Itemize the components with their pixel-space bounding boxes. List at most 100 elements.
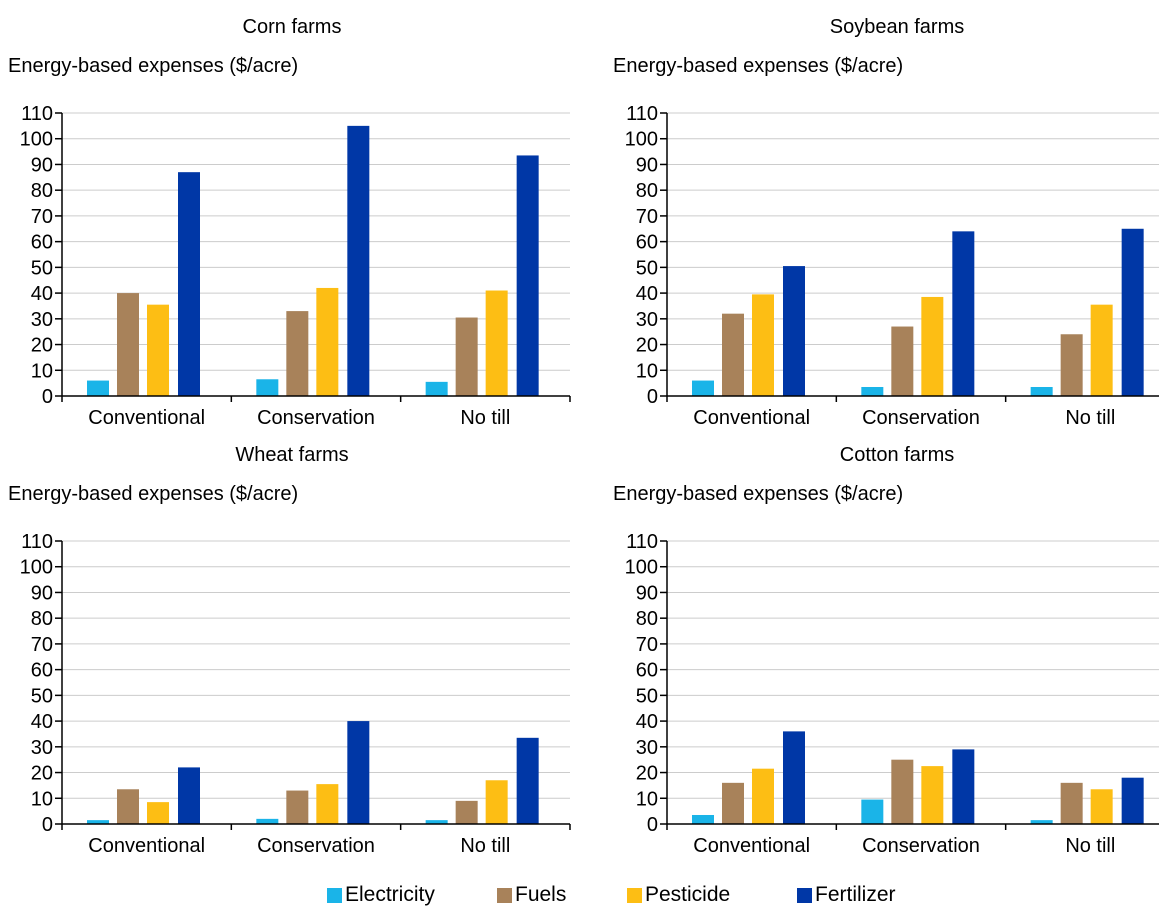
x-tick-label: Conventional — [693, 835, 810, 857]
x-tick-label: Conventional — [88, 407, 205, 429]
bar-fuels-conservation — [286, 311, 309, 396]
y-tick-label: 60 — [636, 660, 658, 682]
y-tick-label: 50 — [31, 257, 53, 279]
x-tick-label: No till — [1065, 835, 1115, 857]
y-tick-label: 110 — [21, 531, 53, 553]
legend-swatch-fertilizer — [797, 887, 812, 903]
y-tick-label: 0 — [647, 814, 658, 836]
bar-pesticide-conservation — [921, 766, 944, 824]
bar-electricity-no-till — [1030, 386, 1053, 396]
y-tick-label: 50 — [636, 685, 658, 707]
bar-fertilizer-conservation — [952, 749, 975, 824]
bar-fertilizer-no-till — [516, 155, 539, 396]
chart-title: Wheat farms — [235, 444, 348, 466]
y-tick-label: 10 — [636, 788, 658, 810]
bar-fuels-conventional — [722, 313, 744, 396]
bar-fuels-no-till — [455, 317, 478, 396]
y-tick-label: 110 — [626, 531, 658, 553]
y-tick-label: 100 — [625, 129, 658, 151]
y-tick-label: 40 — [636, 711, 658, 733]
y-tick-label: 30 — [31, 309, 53, 331]
bar-fuels-no-till — [455, 800, 478, 824]
legend-label-fuels: Fuels — [515, 883, 567, 906]
y-tick-label: 0 — [647, 386, 658, 408]
bar-fuels-conventional — [117, 789, 139, 824]
bar-pesticide-no-till — [485, 290, 508, 396]
bar-fuels-conventional — [722, 782, 744, 824]
y-tick-label: 90 — [636, 154, 658, 176]
chart-panel-soybean-farms: Soybean farms Energy-based expenses ($/ac… — [613, 16, 1159, 429]
y-tick-label: 110 — [626, 103, 658, 125]
bar-fuels-no-till — [1060, 334, 1083, 396]
y-axis-label: Energy-based expenses ($/acre) — [613, 483, 903, 505]
bar-pesticide-conventional — [752, 294, 774, 396]
legend-swatch-pesticide — [627, 887, 642, 903]
y-tick-label: 80 — [636, 608, 658, 630]
y-tick-label: 20 — [31, 763, 53, 785]
x-tick-label: Conservation — [257, 407, 375, 429]
bar-pesticide-conventional — [147, 802, 169, 824]
chart-panel-wheat-farms: Wheat farms Energy-based expenses ($/acre… — [8, 444, 571, 857]
y-tick-label: 20 — [31, 335, 53, 357]
y-tick-label: 60 — [636, 232, 658, 254]
y-tick-label: 80 — [636, 180, 658, 202]
bar-pesticide-conventional — [752, 768, 774, 824]
bar-electricity-conventional — [692, 814, 714, 824]
chart-title: Soybean farms — [830, 16, 965, 38]
y-tick-label: 60 — [31, 232, 53, 254]
bar-pesticide-conservation — [316, 287, 339, 396]
bar-fertilizer-conventional — [783, 731, 805, 824]
y-tick-label: 40 — [31, 711, 53, 733]
bar-pesticide-no-till — [1090, 789, 1113, 824]
y-tick-label: 30 — [636, 309, 658, 331]
x-tick-label: Conservation — [862, 407, 980, 429]
x-tick-label: Conservation — [257, 835, 375, 857]
y-tick-label: 0 — [42, 814, 53, 836]
y-tick-label: 70 — [31, 634, 53, 656]
legend-item-pesticide: Pesticide — [627, 883, 730, 907]
bar-fertilizer-conventional — [178, 172, 200, 396]
x-tick-label: No till — [460, 407, 510, 429]
y-tick-label: 30 — [636, 737, 658, 759]
bar-fertilizer-conventional — [178, 767, 200, 824]
x-tick-label: No till — [1065, 407, 1115, 429]
y-tick-label: 50 — [31, 685, 53, 707]
y-tick-label: 50 — [636, 257, 658, 279]
chart-panel-corn-farms: Corn farms Energy-based expenses ($/acre)… — [8, 16, 571, 429]
bar-fertilizer-conservation — [347, 721, 370, 824]
y-tick-label: 100 — [625, 557, 658, 579]
legend-swatch-electricity — [327, 887, 342, 903]
bar-electricity-conventional — [692, 380, 714, 396]
y-tick-label: 80 — [31, 608, 53, 630]
y-tick-label: 10 — [31, 360, 53, 382]
x-tick-label: Conservation — [862, 835, 980, 857]
y-tick-label: 20 — [636, 763, 658, 785]
y-tick-label: 90 — [31, 154, 53, 176]
x-tick-label: No till — [460, 835, 510, 857]
y-tick-label: 30 — [31, 737, 53, 759]
bar-fertilizer-conservation — [347, 125, 370, 396]
bar-pesticide-conservation — [921, 296, 944, 396]
y-tick-label: 90 — [31, 582, 53, 604]
legend-item-fuels: Fuels — [497, 883, 566, 907]
legend-label-electricity: Electricity — [345, 883, 435, 906]
y-axis-label: Energy-based expenses ($/acre) — [8, 483, 298, 505]
bar-fuels-conservation — [286, 790, 309, 824]
legend-label-fertilizer: Fertilizer — [815, 883, 896, 906]
x-tick-label: Conventional — [693, 407, 810, 429]
bar-electricity-conservation — [861, 386, 884, 396]
legend-label-pesticide: Pesticide — [645, 883, 731, 906]
bar-electricity-conservation — [861, 799, 884, 824]
bar-fertilizer-no-till — [1121, 777, 1144, 824]
bar-pesticide-conventional — [147, 304, 169, 396]
chart-panel-cotton-farms: Cotton farms Energy-based expenses ($/acr… — [613, 444, 1159, 857]
y-tick-label: 70 — [636, 206, 658, 228]
chart-legend: Electricity Fuels Pesticide Fertilizer — [0, 880, 1159, 907]
y-tick-label: 110 — [21, 103, 53, 125]
legend-swatch-fuels — [497, 887, 512, 903]
bar-electricity-no-till — [1030, 820, 1053, 824]
legend-item-electricity: Electricity — [327, 883, 435, 907]
y-tick-label: 80 — [31, 180, 53, 202]
bar-electricity-conventional — [87, 380, 109, 396]
